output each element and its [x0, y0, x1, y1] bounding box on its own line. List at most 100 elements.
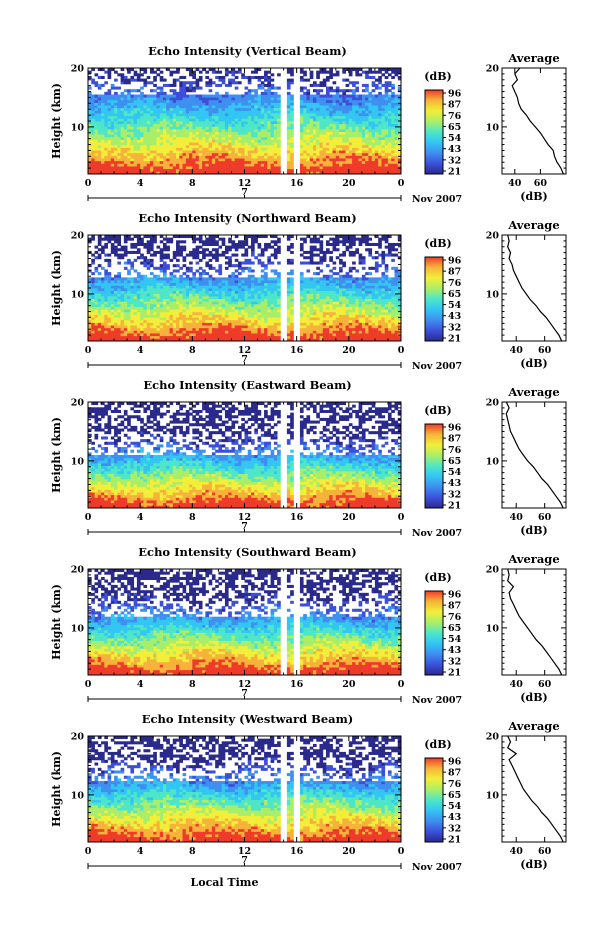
date-label: Nov 2007 [412, 528, 462, 539]
colorbar-tick-label: 43 [448, 144, 461, 155]
profile-x-tick-label: 40 [508, 178, 522, 189]
profile-frame [501, 67, 567, 175]
x-tick-label: 16 [290, 679, 304, 690]
y-axis-label: Height (km) [50, 83, 63, 159]
y-tick-label: 10 [71, 289, 85, 300]
colorbar [424, 256, 444, 342]
x-tick-label: 8 [189, 345, 196, 356]
colorbar [424, 423, 444, 509]
colorbar-tick-label: 43 [448, 478, 461, 489]
x-tick-label: 16 [290, 345, 304, 356]
colorbar-tick-label: 32 [448, 489, 461, 500]
y-tick-label: 20 [71, 64, 85, 75]
colorbar-tick-label: 76 [448, 612, 462, 623]
colorbar-label: (dB) [424, 571, 451, 584]
profile-y-tick-label: 20 [486, 565, 500, 576]
y-tick-label: 10 [71, 623, 85, 634]
panel-4: Echo Intensity (Southward Beam) 0 4 8 12 16 20… [50, 545, 567, 706]
y-axis-label: Height (km) [50, 584, 63, 660]
panel-title: Echo Intensity (Northward Beam) [138, 211, 356, 225]
colorbar-tick-label: 96 [448, 590, 462, 601]
date-marker: 7 [241, 688, 248, 699]
colorbar-tick-label: 43 [448, 311, 461, 322]
y-tick-label: 10 [71, 122, 85, 133]
colorbar-tick-label: 65 [448, 623, 461, 634]
date-marker: 7 [241, 521, 248, 532]
colorbar-tick-label: 54 [448, 801, 462, 812]
x-tick-label: 0 [85, 178, 92, 189]
panel-title: Echo Intensity (Westward Beam) [142, 712, 353, 726]
x-tick-label: 12 [238, 345, 251, 356]
profile-y-tick-label: 20 [486, 398, 500, 409]
profile-line [511, 67, 564, 175]
heatmap [88, 569, 402, 676]
colorbar-label: (dB) [424, 404, 451, 417]
profile-x-label: (dB) [520, 691, 547, 704]
colorbar [424, 89, 444, 175]
profile-title: Average [507, 719, 559, 733]
colorbar-tick-label: 87 [448, 100, 461, 111]
date-label: Nov 2007 [412, 194, 462, 205]
colorbar-tick-label: 87 [448, 267, 461, 278]
date-label: Nov 2007 [412, 361, 462, 372]
profile-x-tick-label: 60 [538, 679, 552, 690]
colorbar-tick-label: 43 [448, 812, 461, 823]
colorbar-tick-label: 21 [448, 668, 461, 679]
heatmap [88, 402, 402, 509]
profile-x-tick-label: 40 [510, 512, 524, 523]
profile-x-label: (dB) [520, 357, 547, 370]
colorbar-tick-label: 32 [448, 322, 461, 333]
colorbar-tick-label: 65 [448, 122, 461, 133]
colorbar-tick-label: 96 [448, 423, 462, 434]
x-tick-label: 0 [398, 345, 405, 356]
colorbar [424, 757, 444, 843]
profile-frame [501, 735, 567, 843]
x-tick-label: 4 [137, 178, 144, 189]
colorbar-tick-label: 32 [448, 823, 461, 834]
colorbar-tick-label: 87 [448, 768, 461, 779]
profile-y-tick-label: 10 [486, 456, 500, 467]
y-tick-label: 10 [71, 790, 85, 801]
colorbar-tick-label: 87 [448, 601, 461, 612]
y-tick-label: 20 [71, 231, 85, 242]
colorbar-tick-label: 21 [448, 501, 461, 512]
profile-x-label: (dB) [520, 858, 547, 871]
x-tick-label: 0 [398, 679, 405, 690]
colorbar-tick-label: 96 [448, 256, 462, 267]
date-marker: 7 [241, 855, 248, 866]
colorbar-tick-label: 65 [448, 790, 461, 801]
date-label: Nov 2007 [412, 695, 462, 706]
colorbar-tick-label: 32 [448, 155, 461, 166]
profile-x-tick-label: 60 [538, 846, 552, 857]
x-tick-label: 4 [137, 345, 144, 356]
x-tick-label: 4 [137, 512, 144, 523]
x-tick-label: 0 [85, 512, 92, 523]
profile-title: Average [507, 218, 559, 232]
colorbar-label: (dB) [424, 237, 451, 250]
panel-3: Echo Intensity (Eastward Beam) 0 4 8 12 16 20 0… [50, 378, 567, 539]
panel-2: Echo Intensity (Northward Beam) 0 4 8 12 16 20… [50, 211, 567, 372]
heatmap [88, 235, 402, 342]
x-tick-label: 0 [85, 345, 92, 356]
x-tick-label: 8 [189, 512, 196, 523]
profile-x-tick-label: 60 [538, 512, 552, 523]
x-tick-label: 8 [189, 846, 196, 857]
y-axis-label: Height (km) [50, 751, 63, 827]
colorbar-tick-label: 76 [448, 278, 462, 289]
colorbar-tick-label: 54 [448, 133, 462, 144]
profile-title: Average [507, 51, 559, 65]
profile-y-tick-label: 20 [486, 732, 500, 743]
x-tick-label: 8 [189, 679, 196, 690]
profile-line [505, 401, 564, 509]
colorbar-tick-label: 32 [448, 656, 461, 667]
colorbar-tick-label: 87 [448, 434, 461, 445]
panel-5: Echo Intensity (Westward Beam) 0 4 8 12 16 20 0… [50, 712, 567, 889]
x-tick-label: 12 [238, 846, 251, 857]
panel-title: Echo Intensity (Eastward Beam) [143, 378, 351, 392]
x-tick-label: 0 [85, 846, 92, 857]
profile-y-tick-label: 10 [486, 790, 500, 801]
x-tick-label: 12 [238, 512, 251, 523]
profile-y-tick-label: 20 [486, 64, 500, 75]
colorbar-tick-label: 21 [448, 167, 461, 178]
